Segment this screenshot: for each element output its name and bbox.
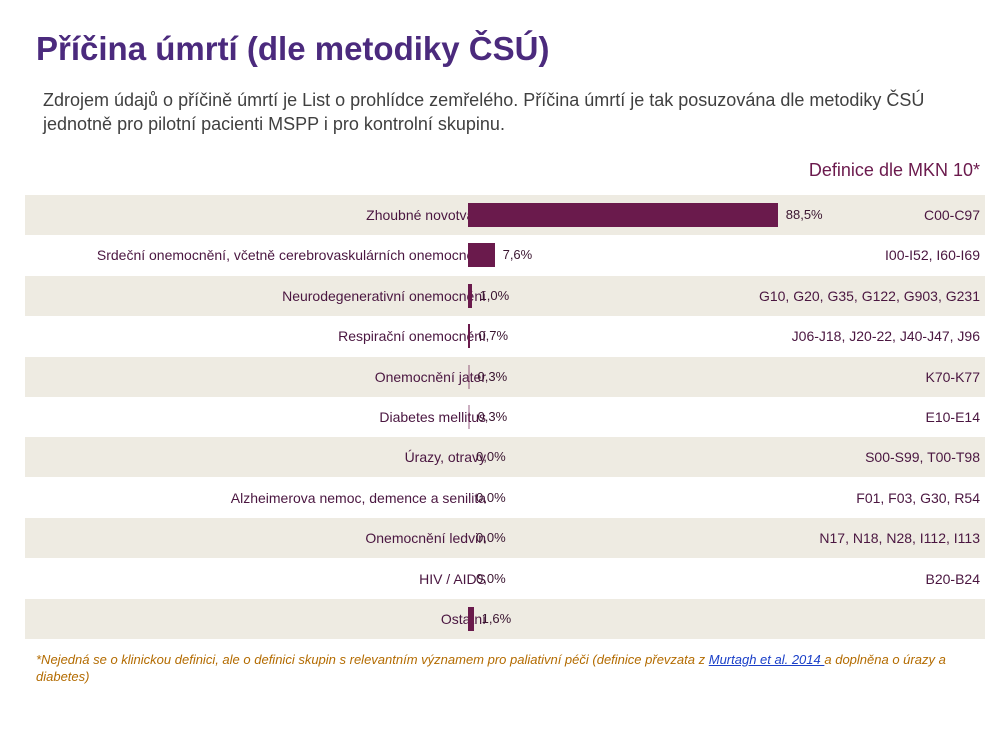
bar (468, 324, 471, 349)
value-label: 88,5% (785, 207, 823, 222)
definition-code: I00-I52, I60-I69 (885, 247, 980, 264)
definition-code: E10-E14 (925, 408, 980, 425)
page-subtitle: Zdrojem údajů o příčině úmrtí je List o … (43, 90, 925, 134)
footnote: *Nejedná se o klinickou definici, ale o … (36, 651, 966, 685)
value-label: 1,0% (479, 287, 510, 303)
definition-code: S00-S99, T00-T98 (865, 449, 980, 466)
category-label: Onemocnění ledvin (365, 530, 486, 547)
chart-row: HIV / AIDS 0,0% B20-B24 (25, 559, 985, 599)
category-label: HIV / AIDS (419, 570, 486, 587)
value-label: 7,6% (502, 247, 533, 263)
chart-row: Úrazy, otravy 0,0% S00-S99, T00-T98 (25, 437, 985, 478)
chart-row: Alzheimerova nemoc, demence a senilita 0,… (25, 478, 985, 518)
bar (468, 243, 495, 268)
category-label: Ostatní (440, 610, 486, 627)
bar (468, 283, 472, 308)
category-label: Respirační onemocnění (338, 328, 486, 345)
page-title: Příčina úmrtí (dle metodiky ČSÚ) (36, 30, 550, 67)
chart-row: Neurodegenerativní onemocnění 1,0% G10, G2… (25, 275, 985, 316)
footnote-text-before: *Nejedná se o klinickou definici, ale o … (36, 652, 709, 667)
definition-code: F01, F03, G30, R54 (856, 489, 980, 506)
category-label: Zhoubné novotvary (366, 207, 486, 223)
cause-of-death-chart: Zhoubné novotvary 88,5% C00-C97 Srdeční one… (25, 195, 985, 639)
chart-row: Srdeční onemocnění, včetně cerebrovaskul… (25, 235, 985, 275)
definition-code: K70-K77 (925, 368, 980, 385)
chart-row: Onemocnění jater 0,3% K70-K77 (25, 356, 985, 397)
footnote-text-after: a doplněna o úrazy a diabetes) (36, 652, 946, 684)
category-label: Úrazy, otravy (404, 449, 486, 466)
category-label: Diabetes mellitus (379, 408, 486, 425)
bar (468, 606, 474, 631)
value-label: 0,0% (476, 530, 506, 546)
definition-code: C00-C97 (923, 207, 980, 223)
definition-code: G10, G20, G35, G122, G903, G231 (758, 287, 980, 304)
chart-row: Onemocnění ledvin 0,0% N17, N18, N28, I112… (25, 518, 985, 559)
value-label: 0,7% (478, 328, 509, 344)
chart-row: Diabetes mellitus 0,3% E10-E14 (25, 397, 985, 437)
value-label: 1,6% (481, 610, 512, 626)
category-label: Onemocnění jater (374, 368, 486, 385)
category-label: Alzheimerova nemoc, demence a senilita (230, 489, 486, 506)
chart-row: Zhoubné novotvary 88,5% C00-C97 (25, 195, 985, 235)
footnote-reference-link[interactable]: Murtagh et al. 2014 (708, 652, 825, 667)
value-label: 0,3% (477, 368, 508, 384)
value-label: 0,3% (477, 408, 508, 424)
value-label: 0,0% (476, 489, 506, 505)
bar (468, 203, 778, 227)
definitions-header: Definice dle MKN 10* (808, 160, 980, 180)
definition-code: N17, N18, N28, I112, I113 (819, 530, 980, 547)
chart-row: Respirační onemocnění 0,7% J06-J18, J20-22… (25, 316, 985, 356)
value-label: 0,0% (476, 449, 506, 465)
bar (468, 404, 470, 429)
bar (468, 364, 470, 389)
category-label: Neurodegenerativní onemocnění (282, 287, 486, 304)
definition-code: J06-J18, J20-22, J40-J47, J96 (791, 328, 980, 345)
chart-row: Ostatní 1,6% (25, 598, 985, 639)
category-label: Srdeční onemocnění, včetně cerebrovaskul… (96, 247, 486, 264)
value-label: 0,0% (476, 570, 506, 586)
definition-code: B20-B24 (925, 570, 980, 587)
